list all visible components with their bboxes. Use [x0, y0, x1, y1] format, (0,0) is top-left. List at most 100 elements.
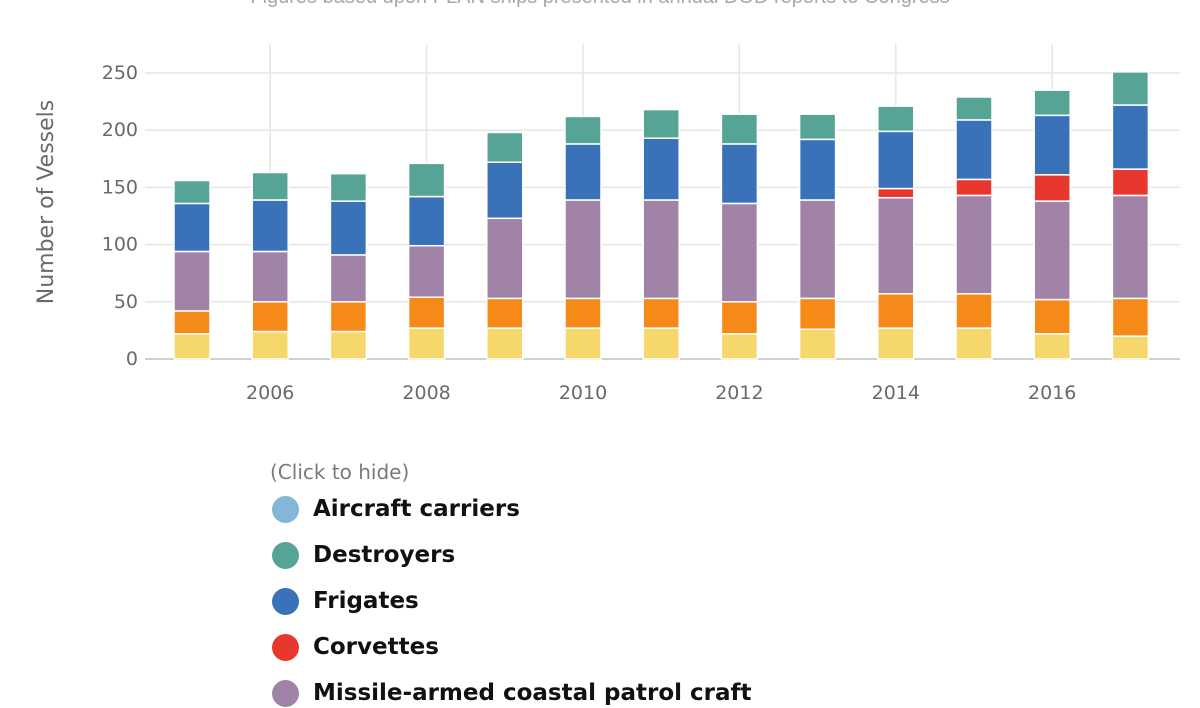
- bar-segment[interactable]: [720, 202, 759, 303]
- bar-segment[interactable]: [877, 130, 915, 190]
- bar-segment[interactable]: [955, 293, 993, 329]
- bar-segment[interactable]: [251, 301, 289, 333]
- bar-segment[interactable]: [1111, 335, 1150, 360]
- bar-segment[interactable]: [955, 178, 993, 197]
- bar-segment[interactable]: [173, 333, 211, 360]
- bar-segment[interactable]: [486, 131, 524, 163]
- bar-segment[interactable]: [251, 330, 289, 360]
- bar-segment[interactable]: [486, 161, 524, 220]
- bar-segment[interactable]: [642, 297, 680, 329]
- bar-segment[interactable]: [720, 113, 759, 145]
- bar-segment[interactable]: [877, 105, 915, 133]
- bar-segment[interactable]: [798, 199, 837, 300]
- bar-segment[interactable]: [407, 162, 446, 198]
- x-axis-ticks: 2006 2008 2010 2012 2014 2016: [246, 382, 1076, 404]
- legend-swatch: [272, 541, 299, 569]
- bar-segment[interactable]: [1033, 174, 1071, 202]
- bar-stack[interactable]: [1111, 71, 1150, 360]
- bar-segment[interactable]: [564, 199, 602, 300]
- bar-segment[interactable]: [720, 333, 759, 360]
- bar-segment[interactable]: [486, 297, 524, 329]
- bar-segment[interactable]: [1033, 333, 1071, 360]
- bar-segment[interactable]: [955, 194, 993, 295]
- bar-segment[interactable]: [1111, 297, 1150, 337]
- bar-segment[interactable]: [564, 115, 602, 145]
- bar-segment[interactable]: [720, 143, 759, 205]
- bar-stack[interactable]: [486, 131, 524, 360]
- bar-stack[interactable]: [1033, 89, 1071, 360]
- bar-segment[interactable]: [642, 108, 680, 139]
- bar-segment[interactable]: [407, 195, 446, 247]
- stacked-bar-chart: 0 50 100 150 200 250 2006 2008 2010 2012 2014 2016…: [34, 44, 1180, 404]
- bar-segment[interactable]: [642, 327, 680, 360]
- bar-segment[interactable]: [173, 202, 211, 253]
- bar-segment[interactable]: [1111, 194, 1150, 300]
- legend-swatch: [272, 587, 299, 615]
- bar-segment[interactable]: [1111, 104, 1150, 170]
- bar-segment[interactable]: [329, 330, 368, 360]
- bar-segment[interactable]: [329, 254, 368, 303]
- bar-segment[interactable]: [877, 327, 915, 360]
- bar-segment[interactable]: [564, 327, 602, 360]
- bar-segment[interactable]: [251, 199, 289, 253]
- x-tick-label: 2010: [559, 382, 607, 404]
- y-tick-label: 150: [102, 176, 138, 198]
- legend-item[interactable]: Corvettes: [272, 632, 439, 662]
- bar-segment[interactable]: [798, 297, 837, 331]
- bar-segment[interactable]: [877, 293, 915, 329]
- chart-subtitle: Figures based upon PLAN ships presented …: [0, 0, 1200, 9]
- legend-item[interactable]: Aircraft carriers: [272, 494, 520, 524]
- legend-item[interactable]: Destroyers: [272, 540, 455, 570]
- bar-segment[interactable]: [486, 217, 524, 300]
- bar-segment[interactable]: [1111, 168, 1150, 197]
- bar-segment[interactable]: [798, 328, 837, 360]
- bar-segment[interactable]: [798, 113, 837, 141]
- bar-segment[interactable]: [877, 196, 915, 295]
- bar-segment[interactable]: [329, 301, 368, 333]
- bar-segment[interactable]: [173, 310, 211, 335]
- bar-segment[interactable]: [877, 187, 915, 199]
- bar-segment[interactable]: [251, 171, 289, 201]
- bar-segment[interactable]: [407, 327, 446, 360]
- bar-stack[interactable]: [564, 115, 602, 360]
- bar-segment[interactable]: [564, 297, 602, 329]
- bar-segment[interactable]: [798, 138, 837, 201]
- y-tick-label: 0: [126, 348, 138, 370]
- bar-segment[interactable]: [1033, 200, 1071, 301]
- legend-swatch: [272, 495, 299, 523]
- bar-segment[interactable]: [1033, 298, 1071, 335]
- bar-segment[interactable]: [173, 250, 211, 312]
- bar-stack[interactable]: [798, 113, 837, 360]
- bar-segment[interactable]: [486, 327, 524, 360]
- bar-segment[interactable]: [955, 96, 993, 121]
- bar-stack[interactable]: [329, 172, 368, 360]
- legend-item[interactable]: Missile-armed coastal patrol craft: [272, 678, 752, 708]
- bar-segment[interactable]: [955, 327, 993, 360]
- bar-segment[interactable]: [1033, 114, 1071, 176]
- bar-stack[interactable]: [877, 105, 915, 360]
- bar-stack[interactable]: [251, 171, 289, 360]
- y-tick-label: 200: [102, 119, 138, 141]
- y-tick-label: 100: [102, 234, 138, 256]
- bar-segment[interactable]: [642, 137, 680, 201]
- bar-segment[interactable]: [720, 301, 759, 335]
- bar-stack[interactable]: [720, 113, 759, 360]
- bar-segment[interactable]: [407, 296, 446, 329]
- bar-segment[interactable]: [251, 250, 289, 303]
- bar-segment[interactable]: [329, 200, 368, 256]
- bar-segment[interactable]: [642, 199, 680, 300]
- bar-segment[interactable]: [955, 119, 993, 181]
- bar-stack[interactable]: [642, 108, 680, 360]
- bar-stack[interactable]: [407, 162, 446, 360]
- bar-segment[interactable]: [1111, 71, 1150, 106]
- bar-segment[interactable]: [1033, 89, 1071, 117]
- bar-segment[interactable]: [329, 172, 368, 202]
- legend-swatch: [272, 633, 299, 661]
- bar-segment[interactable]: [173, 179, 211, 205]
- bar-segment[interactable]: [407, 244, 446, 298]
- bar-segment[interactable]: [564, 143, 602, 201]
- bar-stack[interactable]: [173, 179, 211, 360]
- bar-stack[interactable]: [955, 96, 993, 360]
- legend-item[interactable]: Frigates: [272, 586, 419, 616]
- legend-label: Missile-armed coastal patrol craft: [313, 680, 752, 706]
